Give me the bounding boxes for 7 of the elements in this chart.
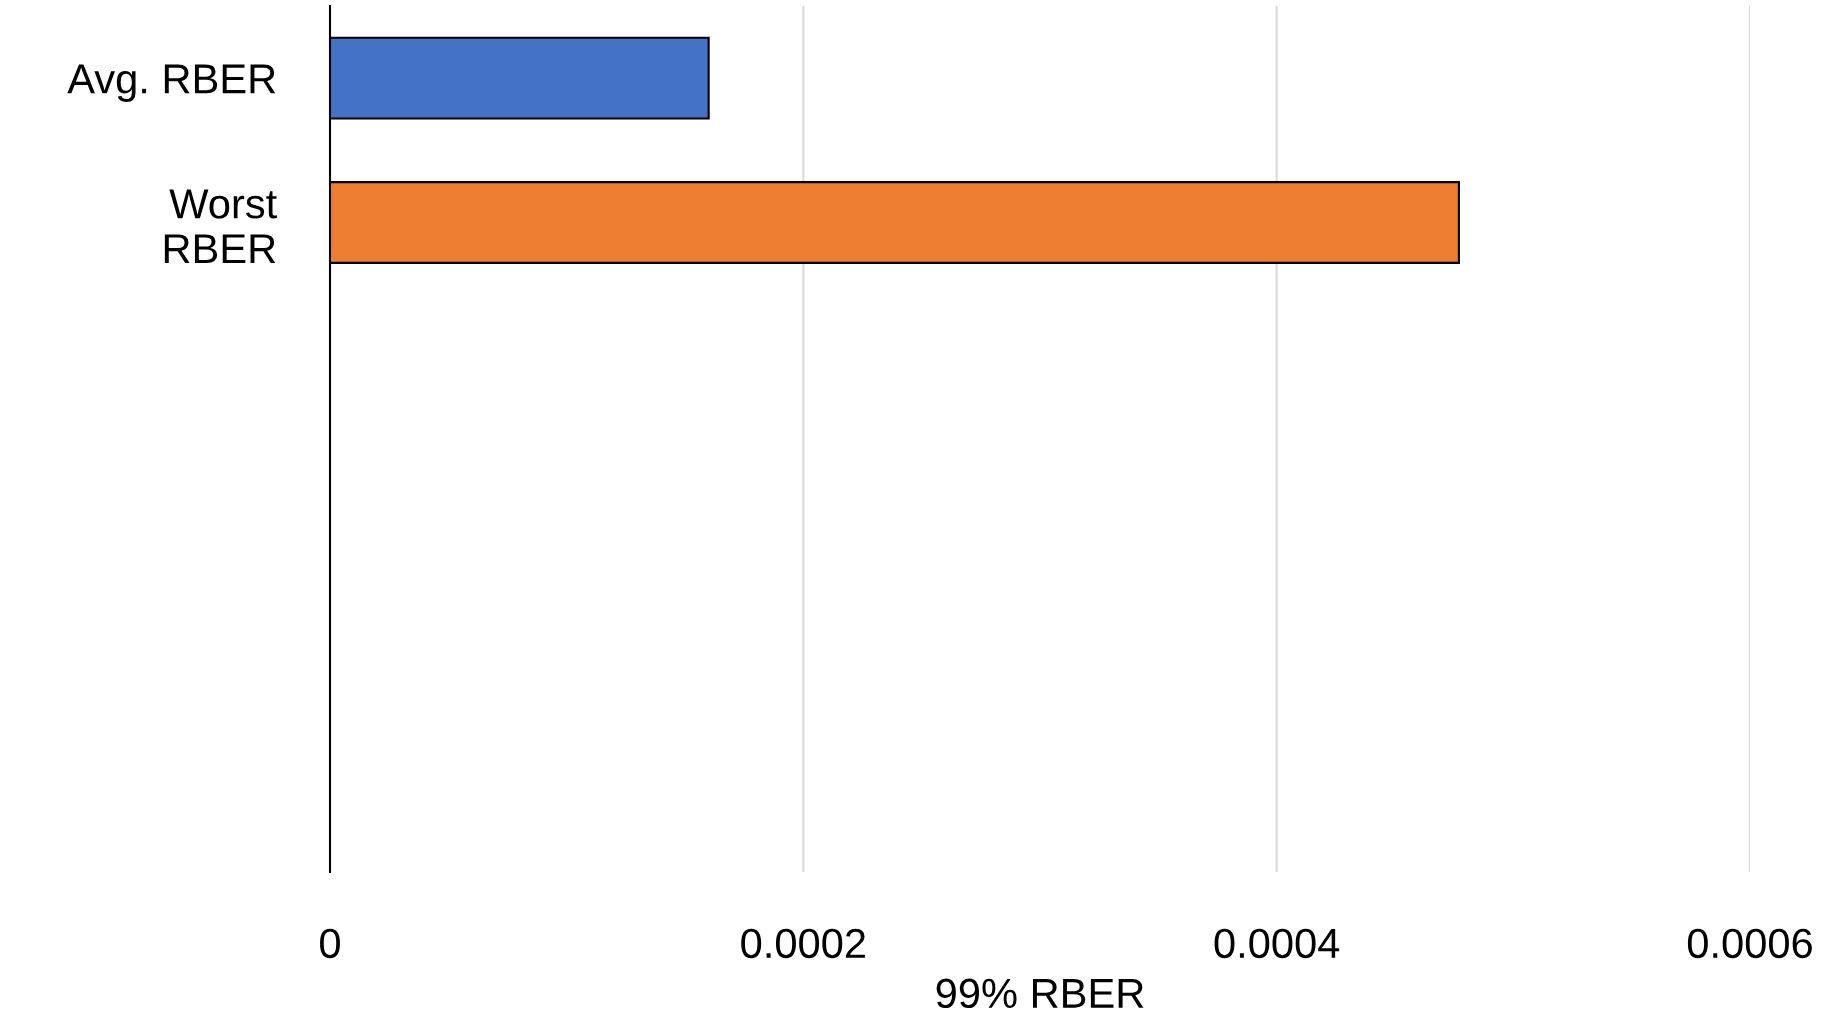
y-tick-label: Worst RBER <box>164 189 277 264</box>
x-axis-title: 99% RBER <box>936 978 1144 1009</box>
x-tick-label: 0 <box>320 928 340 959</box>
x-tick-label: 0.0002 <box>741 928 865 959</box>
x-tick-label: 0.0006 <box>1687 928 1812 959</box>
x-tick-label: 0.0004 <box>1214 928 1340 959</box>
y-tick-label: Avg. RBER <box>67 64 276 102</box>
